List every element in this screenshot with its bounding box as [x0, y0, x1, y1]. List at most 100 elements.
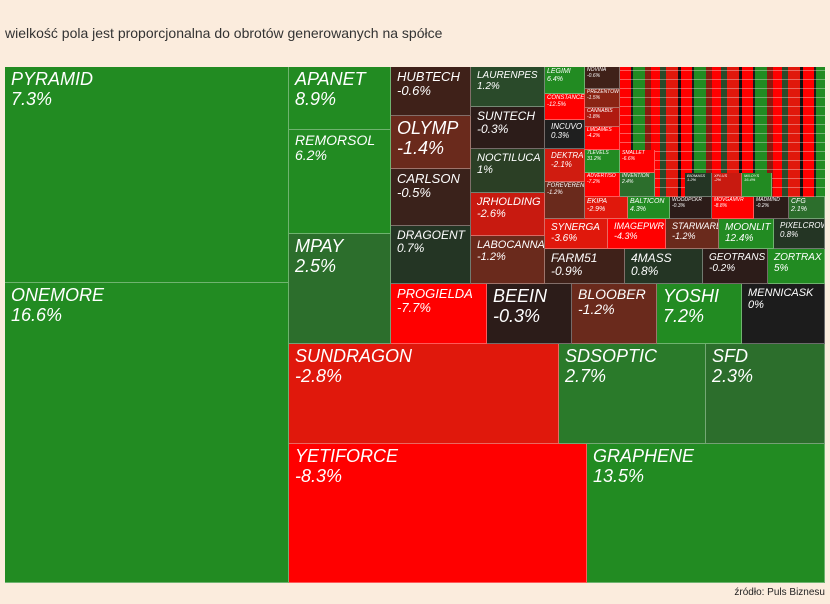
tile-name: CANNABIS — [587, 108, 613, 114]
tile: CARLSON -0.5% — [391, 169, 471, 226]
tile: BEEIN -0.3% — [487, 284, 572, 344]
tile-name: 7LEVELS — [587, 150, 609, 156]
tile: LEGIMI 6.4% — [545, 67, 585, 94]
tile: GRAPHENE 13.5% — [587, 444, 825, 583]
tile-change: -1.5% — [587, 94, 601, 101]
tile: CANNABIS -1.8% — [585, 108, 620, 127]
tile: DEKTRA -2.1% — [545, 149, 585, 182]
tile-change: -0.2% — [756, 202, 770, 209]
tile-name: MENNICASK — [748, 287, 814, 299]
tile-name: APANET — [295, 69, 366, 89]
tile-change: -7.2% — [587, 178, 601, 185]
tile-change: 8.9% — [295, 88, 337, 109]
tile-change: 4.3% — [630, 205, 646, 213]
tile-name: DRAGOENT — [397, 228, 466, 242]
tile-name: ADVERTISO — [587, 173, 616, 179]
tile-change: 7.2% — [663, 305, 705, 326]
tile-name: SMALLET — [622, 150, 645, 156]
tile-change: -0.2% — [709, 263, 736, 274]
tile-change: 6.4% — [547, 75, 563, 83]
tile-change: 2.1% — [791, 205, 807, 213]
tile: MOONLIT 12.4% — [719, 219, 774, 249]
tile-name: JRHOLDING — [477, 196, 541, 208]
tile-name: FOREVEREN — [547, 183, 585, 189]
tile-name: SUNDRAGON — [295, 346, 413, 366]
tile-name: PIXELCROW — [780, 221, 825, 230]
tile: NOVINA -0.6% — [585, 67, 620, 89]
tile-name: PREZENTOWN — [587, 89, 620, 95]
tile-change: -6.6% — [622, 155, 636, 162]
tile: SMALLET -6.6% — [620, 150, 655, 173]
tile-name: CFG — [791, 198, 806, 205]
tile-name: MPAY — [295, 236, 344, 256]
tile: MENNICASK 0% — [742, 284, 825, 344]
tile-name: BLOOBER — [578, 286, 646, 302]
tile-change: 16.6% — [11, 304, 63, 325]
tile: BIOMASS 1.2% — [685, 173, 712, 197]
tile-name: FARM51 — [551, 251, 598, 265]
tile-change: 2.4% — [622, 178, 634, 185]
tile: SFD 2.3% — [706, 344, 825, 444]
tile-change: -1.8% — [587, 113, 601, 120]
tile: REMORSOL 6.2% — [289, 130, 391, 234]
tile-name: XPLUS — [714, 173, 728, 178]
tile-name: GRAPHENE — [593, 446, 695, 466]
tile-name: MOONLIT — [725, 222, 771, 233]
tile-change: -0.6% — [397, 83, 431, 99]
tile-change: 0.8% — [780, 229, 799, 239]
tile-change: -4.2% — [587, 132, 601, 139]
tile: MILOYS 16.4% — [742, 173, 772, 197]
tile-name: 4MASS — [631, 251, 672, 265]
tile-change: -0.5% — [397, 185, 431, 201]
tile: GEOTRANS -0.2% — [703, 249, 768, 284]
tile-name: IMAGEPWR — [614, 221, 665, 231]
tile-change: -2% — [714, 177, 722, 183]
tile: PROGIELDA -7.7% — [391, 284, 487, 344]
tile: APANET 8.9% — [289, 67, 391, 130]
tile-change: -0.3% — [493, 305, 541, 326]
tile: FOREVEREN -1.2% — [545, 182, 585, 219]
tile-change: -4.3% — [614, 230, 638, 241]
tile: ADVERTISO -7.2% — [585, 173, 620, 197]
tile-change: -2.6% — [477, 208, 506, 221]
tile-name: WOODPCKR — [672, 197, 702, 203]
tile-name: HUBTECH — [397, 69, 460, 84]
tile: LABOCANNA -1.2% — [471, 236, 545, 284]
tile: STARWARD -1.2% — [666, 219, 719, 249]
tile: MPAY 2.5% — [289, 234, 391, 344]
tile-change: 2.3% — [712, 365, 754, 386]
tile-change: 0.7% — [397, 241, 425, 256]
tile-name: SYNERGA — [551, 222, 600, 233]
tile-change: 2.7% — [565, 365, 607, 386]
tile-name: CARLSON — [397, 171, 460, 186]
tile-name: NOCTILUCA — [477, 152, 541, 164]
tile-change: 1.2% — [477, 81, 500, 92]
tile-name: REMORSOL — [295, 132, 376, 148]
tile: JRHOLDING -2.6% — [471, 193, 545, 236]
tile-change: 16.4% — [744, 177, 756, 183]
tile: BALTICON 4.3% — [628, 197, 670, 219]
tile-change: 0.3% — [551, 130, 570, 140]
tile-name: OLYMP — [397, 118, 459, 138]
tile: OLYMP -1.4% — [391, 116, 471, 169]
tile-change: -1.2% — [578, 301, 615, 318]
tile: YOSHI 7.2% — [657, 284, 742, 344]
tile-change: -8.8% — [714, 202, 728, 209]
tile: IMAGEPWR -4.3% — [608, 219, 666, 249]
tile: SUNDRAGON -2.8% — [289, 344, 559, 444]
tile: LMDAMES -4.2% — [585, 127, 620, 150]
tile-name: ZORTRAX — [774, 252, 822, 263]
tile-name: DEKTRA — [551, 151, 584, 160]
tile: FARM51 -0.9% — [545, 249, 625, 284]
tile-name: SUNTECH — [477, 109, 536, 123]
tile: ZORTRAX 5% — [768, 249, 825, 284]
tile: MOVGAMVR -8.8% — [712, 197, 754, 219]
tile-name: LAURENPES — [477, 70, 538, 81]
tile-change: 2.5% — [295, 255, 337, 276]
tile: XPLUS -2% — [712, 173, 742, 197]
tile: 7LEVELS 31.2% — [585, 150, 620, 173]
tile: SDSOPTIC 2.7% — [559, 344, 706, 444]
tile: WOODPCKR -0.3% — [670, 197, 712, 219]
tile-name: BIOMASS — [687, 173, 706, 178]
